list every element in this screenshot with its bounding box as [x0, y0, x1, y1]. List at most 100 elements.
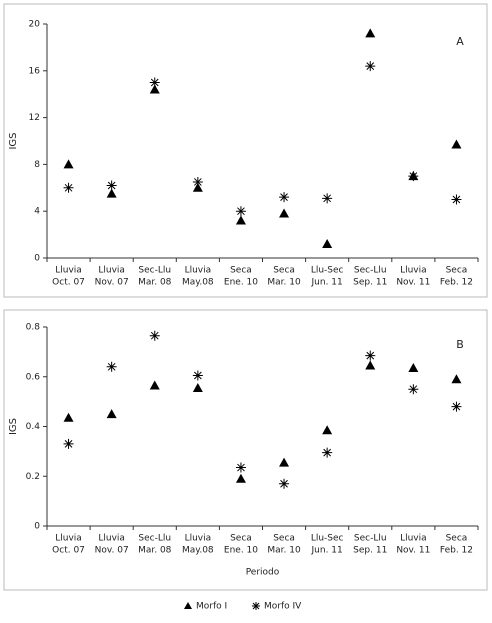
marker-asterisk — [322, 447, 333, 458]
x-tick-label: Mar. 08 — [138, 278, 172, 288]
marker-triangle — [235, 215, 246, 225]
marker-triangle — [451, 374, 462, 384]
x-tick-label: Lluvia — [98, 534, 125, 544]
legend-marker — [184, 602, 192, 609]
marker-triangle — [63, 159, 74, 169]
marker-asterisk — [149, 77, 160, 88]
x-tick-label: Oct. 07 — [52, 546, 85, 556]
x-tick-label: Ene. 10 — [224, 546, 258, 556]
x-tick-label: Sep. 11 — [353, 546, 387, 556]
legend-item: Morfo IV — [252, 602, 302, 612]
panel-frame — [3, 3, 488, 298]
x-tick-label: Seca — [273, 534, 295, 544]
marker-asterisk — [63, 182, 74, 193]
marker-triangle — [106, 409, 117, 419]
legend-item: Morfo I — [184, 602, 227, 612]
x-tick-label: Sec-Llu — [138, 534, 171, 544]
x-tick-label: Oct. 07 — [52, 278, 85, 288]
y-tick-label: 8 — [34, 160, 40, 170]
x-tick-label: Ene. 10 — [224, 278, 258, 288]
y-tick-label: 0.8 — [26, 323, 41, 333]
panel-frame — [3, 309, 488, 591]
y-tick-label: 20 — [29, 20, 41, 30]
x-tick-label: Seca — [446, 266, 468, 276]
x-tick-label: Lluvia — [55, 266, 82, 276]
marker-asterisk — [106, 361, 117, 372]
marker-asterisk — [279, 192, 290, 203]
legend-label: Morfo I — [196, 602, 227, 612]
marker-asterisk — [192, 176, 203, 187]
panel-label: B — [456, 338, 464, 351]
marker-asterisk — [106, 180, 117, 191]
panel-label: A — [456, 35, 464, 48]
x-tick-label: Sec-Llu — [354, 534, 387, 544]
x-tick-label: Lluvia — [55, 534, 82, 544]
marker-triangle — [322, 425, 333, 435]
marker-asterisk — [365, 61, 376, 72]
marker-asterisk — [451, 194, 462, 205]
x-tick-label: Feb. 12 — [440, 278, 473, 288]
x-tick-label: Lluvia — [400, 266, 427, 276]
marker-asterisk — [408, 171, 419, 182]
y-tick-label: 0.4 — [26, 422, 41, 432]
marker-triangle — [279, 457, 290, 467]
marker-triangle — [451, 139, 462, 149]
x-tick-label: Feb. 12 — [440, 546, 473, 556]
x-tick-label: May.08 — [182, 278, 214, 288]
y-tick-label: 16 — [29, 66, 41, 76]
x-tick-label: Nov. 07 — [95, 546, 129, 556]
y-axis-label: IGS — [8, 418, 19, 435]
marker-triangle — [408, 363, 419, 373]
marker-asterisk — [451, 401, 462, 412]
marker-asterisk — [322, 193, 333, 204]
x-tick-label: Llu-Sec — [311, 266, 344, 276]
x-tick-label: Sec-Llu — [354, 266, 387, 276]
x-tick-label: Lluvia — [98, 266, 125, 276]
y-tick-label: 0.6 — [26, 372, 41, 382]
legend-label: Morfo IV — [264, 602, 302, 612]
marker-triangle — [149, 84, 160, 94]
legend-marker — [252, 602, 260, 610]
y-tick-label: 12 — [29, 113, 40, 123]
x-tick-label: Jun. 11 — [311, 278, 343, 288]
marker-asterisk — [279, 478, 290, 489]
x-tick-label: Seca — [273, 266, 295, 276]
y-tick-label: 0.2 — [26, 472, 40, 482]
x-tick-label: Jun. 11 — [311, 546, 343, 556]
x-tick-label: Nov. 11 — [396, 546, 430, 556]
y-tick-label: 4 — [34, 207, 40, 217]
marker-asterisk — [365, 350, 376, 361]
marker-triangle — [63, 412, 74, 422]
x-tick-label: Seca — [230, 534, 252, 544]
x-tick-label: Sec-Llu — [138, 266, 171, 276]
x-axis-label: Periodo — [246, 568, 280, 578]
marker-triangle — [106, 188, 117, 198]
marker-asterisk — [408, 384, 419, 395]
y-tick-label: 0 — [34, 522, 40, 532]
x-tick-label: Llu-Sec — [311, 534, 344, 544]
x-tick-label: Sep. 11 — [353, 278, 387, 288]
marker-triangle — [365, 28, 376, 38]
marker-triangle — [279, 208, 290, 218]
marker-triangle — [322, 238, 333, 248]
x-tick-label: Seca — [230, 266, 252, 276]
x-tick-label: Nov. 07 — [95, 278, 129, 288]
marker-triangle — [235, 473, 246, 483]
marker-asterisk — [192, 370, 203, 381]
marker-triangle — [192, 182, 203, 192]
x-tick-label: Lluvia — [185, 266, 212, 276]
marker-triangle — [365, 360, 376, 370]
y-axis-label: IGS — [8, 132, 19, 149]
marker-asterisk — [149, 330, 160, 341]
x-tick-label: May.08 — [182, 546, 214, 556]
marker-asterisk — [235, 206, 246, 217]
marker-asterisk — [235, 462, 246, 473]
marker-asterisk — [63, 438, 74, 449]
x-tick-label: Mar. 08 — [138, 546, 172, 556]
marker-triangle — [192, 382, 203, 392]
x-tick-label: Lluvia — [400, 534, 427, 544]
x-tick-label: Lluvia — [185, 534, 212, 544]
x-tick-label: Mar. 10 — [267, 546, 301, 556]
marker-triangle — [149, 380, 160, 390]
